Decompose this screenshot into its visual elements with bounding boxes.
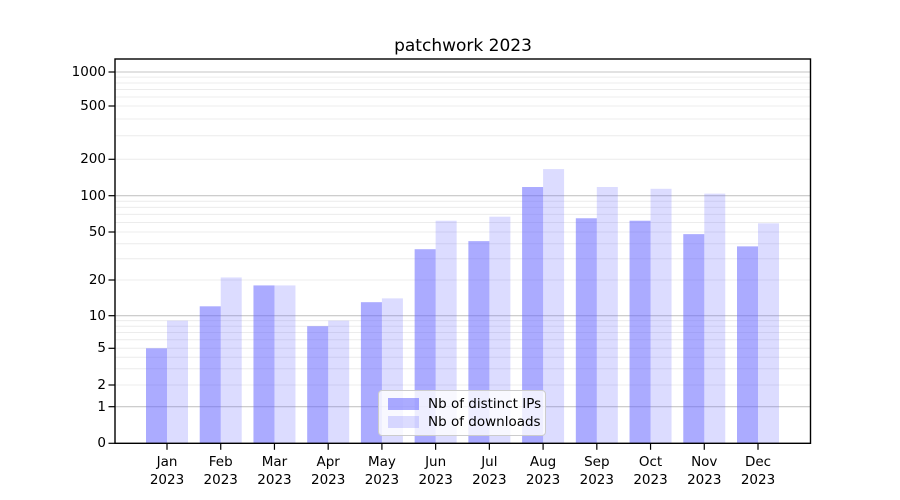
bar-distinct-ips-jan <box>146 348 167 444</box>
y-tick-label-0: 0 <box>97 435 106 452</box>
bar-downloads-mar <box>274 285 296 444</box>
x-tick-label-feb: Feb 2023 <box>203 454 238 488</box>
y-tick-label-50: 50 <box>88 224 106 240</box>
chart-title: patchwork 2023 <box>394 36 532 56</box>
bar-distinct-ips-feb <box>199 306 221 444</box>
y-tick-label-100: 100 <box>80 187 106 204</box>
x-tick-label-aug: Aug 2023 <box>525 454 561 488</box>
legend-item-downloads: Nb of downloads <box>388 414 541 430</box>
bar-distinct-ips-nov <box>683 234 705 444</box>
x-tick-label-jun: Jun 2023 <box>418 454 453 488</box>
bar-downloads-sep <box>596 187 618 444</box>
bar-downloads-apr <box>328 320 350 444</box>
bar-distinct-ips-apr <box>307 326 329 444</box>
bar-downloads-feb <box>220 277 242 444</box>
legend: Nb of distinct IPs Nb of downloads <box>378 390 546 436</box>
y-tick-label-5: 5 <box>97 340 106 357</box>
x-tick-label-sep: Sep 2023 <box>579 454 614 488</box>
bar-downloads-nov <box>704 193 726 444</box>
y-tick-label-20: 20 <box>88 272 106 288</box>
bar-distinct-ips-aug <box>522 187 544 444</box>
x-tick-label-jul: Jul 2023 <box>472 454 507 488</box>
y-tick-label-1000: 1000 <box>71 64 106 80</box>
axes-spines <box>114 58 812 444</box>
bar-downloads-jan <box>167 320 188 444</box>
bar-distinct-ips-sep <box>575 218 597 444</box>
y-tick-label-200: 200 <box>80 151 106 168</box>
x-tick-label-oct: Oct 2023 <box>633 454 668 488</box>
x-tick-label-nov: Nov 2023 <box>687 454 722 488</box>
legend-swatch-downloads <box>388 416 419 428</box>
bar-distinct-ips-dec <box>737 246 758 444</box>
x-tick-label-apr: Apr 2023 <box>310 454 346 488</box>
legend-label-downloads: Nb of downloads <box>428 414 541 430</box>
bar-downloads-dec <box>758 223 779 444</box>
x-tick-label-may: May 2023 <box>364 454 400 488</box>
legend-label-distinct-ips: Nb of distinct IPs <box>428 396 542 412</box>
bar-downloads-jun <box>435 220 457 444</box>
x-tick-label-jan: Jan 2023 <box>149 454 185 488</box>
x-tick-label-dec: Dec 2023 <box>740 454 776 488</box>
x-tick-label-mar: Mar 2023 <box>257 454 292 488</box>
legend-swatch-distinct-ips <box>388 398 419 410</box>
bar-distinct-ips-mar <box>253 285 275 444</box>
bar-distinct-ips-oct <box>629 220 651 444</box>
y-tick-label-500: 500 <box>80 98 106 114</box>
bar-distinct-ips-may <box>360 302 382 444</box>
bar-downloads-aug <box>543 169 565 444</box>
legend-item-distinct-ips: Nb of distinct IPs <box>388 396 541 412</box>
y-tick-label-10: 10 <box>88 307 106 324</box>
bar-downloads-oct <box>650 188 672 444</box>
bar-downloads-jul <box>489 216 511 444</box>
y-tick-label-1: 1 <box>97 398 106 415</box>
y-tick-label-2: 2 <box>97 377 106 393</box>
